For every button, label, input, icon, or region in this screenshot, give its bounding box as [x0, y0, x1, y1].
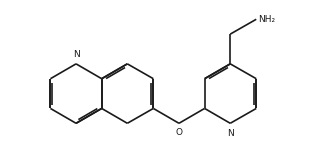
Text: NH₂: NH₂: [259, 15, 275, 24]
Text: N: N: [73, 50, 80, 59]
Text: N: N: [227, 129, 234, 138]
Text: O: O: [175, 128, 183, 137]
